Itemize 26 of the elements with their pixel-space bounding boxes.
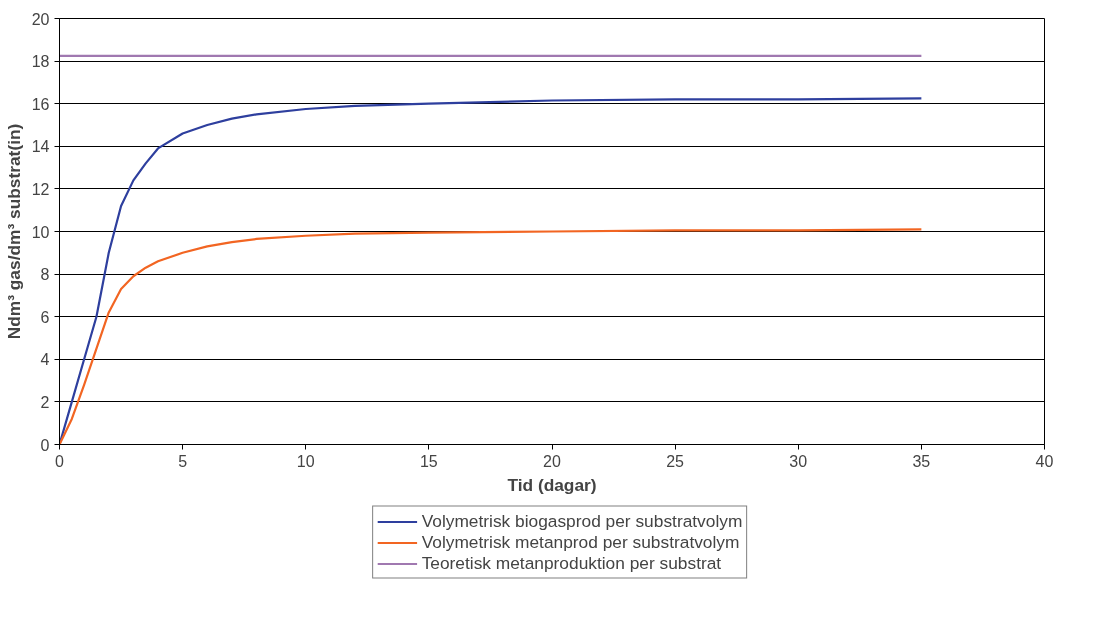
- y-tick-label: 18: [31, 53, 50, 71]
- y-tick-label: 16: [31, 95, 50, 113]
- y-tick-label: 0: [40, 436, 50, 454]
- x-tick-label: 15: [419, 452, 438, 470]
- y-tick-label: 8: [40, 266, 50, 284]
- x-tick-label: 25: [666, 452, 685, 470]
- x-tick-label: 10: [296, 452, 315, 470]
- x-tick-label: 40: [1035, 452, 1054, 470]
- legend-label: Teoretisk metanproduktion per substrat: [421, 552, 722, 574]
- x-tick-label: 20: [543, 452, 561, 470]
- y-tick-label: 2: [40, 393, 50, 411]
- legend-label: Volymetrisk metanprod per substratvolym: [421, 531, 740, 553]
- y-tick-label: 4: [40, 351, 50, 369]
- line-series: [59, 228, 923, 445]
- x-tick-label: 30: [789, 452, 808, 470]
- x-tick-label: 35: [912, 452, 931, 470]
- y-tick-label: 14: [31, 138, 50, 156]
- x-tick-label: 5: [178, 452, 188, 470]
- y-tick-label: 10: [31, 223, 50, 241]
- x-axis-title: Tid (dagar): [507, 474, 597, 495]
- y-tick-label: 12: [31, 180, 50, 198]
- x-tick-label: 0: [55, 452, 65, 470]
- y-tick-label: 6: [40, 308, 50, 326]
- y-axis-title: Ndm³ gas/dm³ substrat(in): [3, 123, 24, 340]
- legend-label: Volymetrisk biogasprod per substratvolym: [421, 510, 743, 532]
- y-tick-label: 20: [31, 10, 50, 28]
